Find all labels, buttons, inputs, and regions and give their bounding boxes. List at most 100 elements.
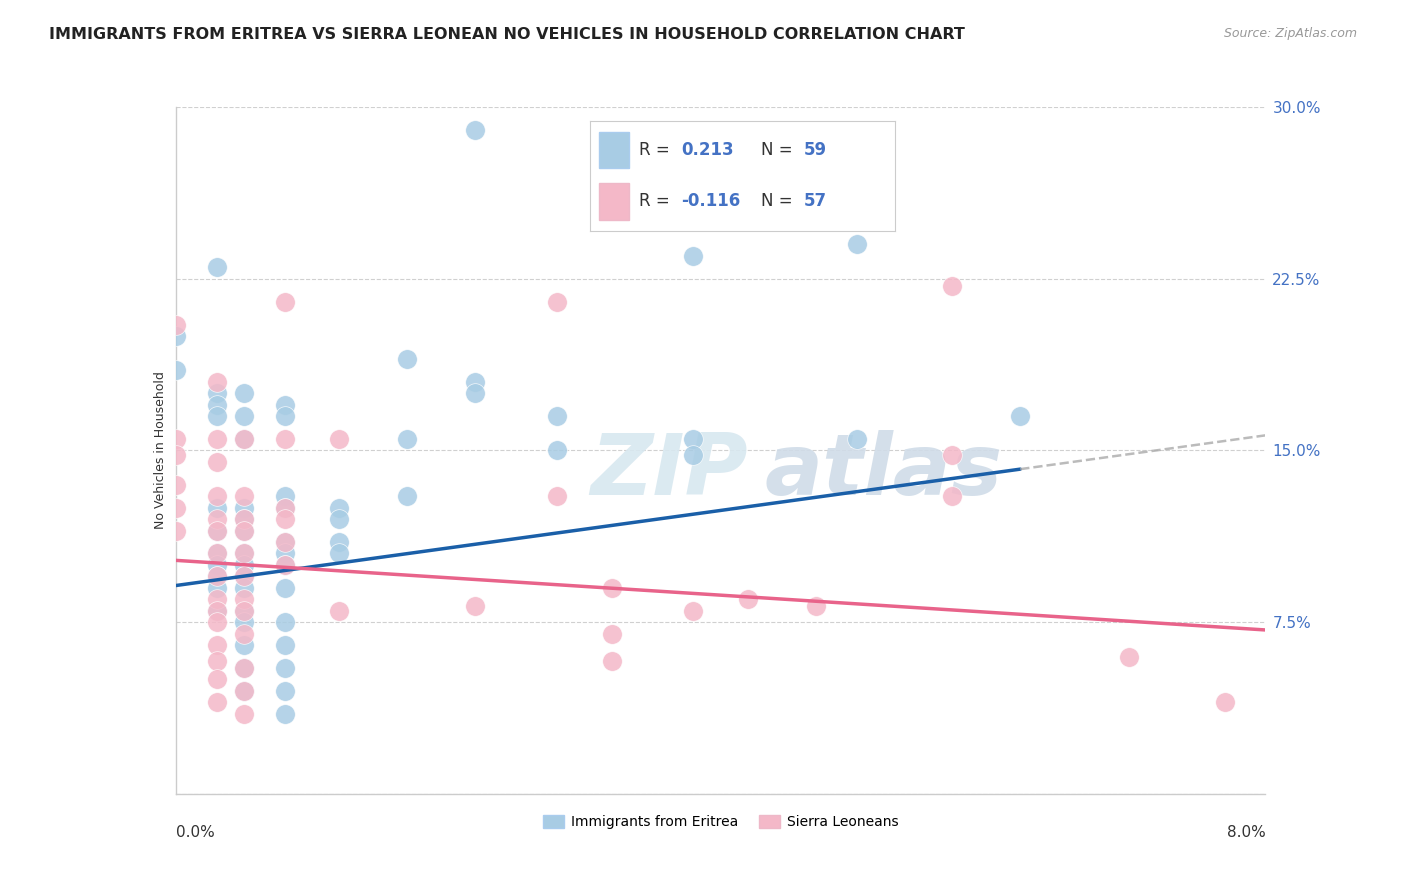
Point	[274, 500, 297, 515]
Point	[464, 375, 486, 389]
Point	[205, 524, 228, 538]
Point	[205, 558, 228, 572]
Point	[396, 432, 419, 446]
Point	[737, 592, 759, 607]
Point	[205, 455, 228, 469]
Legend: Immigrants from Eritrea, Sierra Leoneans: Immigrants from Eritrea, Sierra Leoneans	[537, 810, 904, 835]
Point	[274, 638, 297, 652]
Point	[232, 615, 254, 630]
Point	[205, 569, 228, 583]
Point	[1118, 649, 1140, 664]
Point	[328, 604, 350, 618]
Point	[274, 581, 297, 595]
Point	[274, 558, 297, 572]
Point	[205, 375, 228, 389]
Point	[205, 546, 228, 561]
Point	[546, 489, 568, 503]
Point	[205, 546, 228, 561]
Point	[165, 448, 187, 462]
Point	[232, 569, 254, 583]
Point	[845, 432, 868, 446]
Point	[232, 661, 254, 675]
Point	[165, 318, 187, 332]
Point	[274, 512, 297, 526]
Point	[232, 604, 254, 618]
Point	[205, 604, 228, 618]
Point	[205, 638, 228, 652]
Point	[941, 448, 963, 462]
Point	[165, 363, 187, 377]
Point	[165, 432, 187, 446]
Point	[205, 432, 228, 446]
Point	[232, 524, 254, 538]
Point	[205, 695, 228, 709]
Point	[205, 673, 228, 687]
Point	[232, 386, 254, 401]
Point	[205, 260, 228, 275]
Point	[232, 626, 254, 640]
Point	[232, 546, 254, 561]
Point	[396, 489, 419, 503]
Point	[845, 237, 868, 252]
Point	[232, 638, 254, 652]
Point	[328, 546, 350, 561]
Point	[274, 558, 297, 572]
Point	[600, 654, 623, 668]
Text: IMMIGRANTS FROM ERITREA VS SIERRA LEONEAN NO VEHICLES IN HOUSEHOLD CORRELATION C: IMMIGRANTS FROM ERITREA VS SIERRA LEONEA…	[49, 27, 965, 42]
Point	[232, 432, 254, 446]
Point	[232, 706, 254, 721]
Point	[232, 581, 254, 595]
Text: Source: ZipAtlas.com: Source: ZipAtlas.com	[1223, 27, 1357, 40]
Point	[165, 329, 187, 343]
Point	[682, 604, 704, 618]
Point	[464, 599, 486, 614]
Point	[804, 599, 827, 614]
Point	[232, 489, 254, 503]
Point	[1213, 695, 1236, 709]
Point	[232, 661, 254, 675]
Point	[205, 581, 228, 595]
Point	[205, 398, 228, 412]
Point	[232, 604, 254, 618]
Text: 0.0%: 0.0%	[176, 825, 215, 839]
Point	[546, 443, 568, 458]
Point	[464, 123, 486, 137]
Point	[232, 683, 254, 698]
Point	[274, 661, 297, 675]
Point	[205, 524, 228, 538]
Text: atlas: atlas	[765, 430, 1002, 513]
Point	[328, 535, 350, 549]
Point	[274, 546, 297, 561]
Point	[600, 626, 623, 640]
Point	[274, 489, 297, 503]
Point	[274, 615, 297, 630]
Point	[682, 249, 704, 263]
Point	[165, 524, 187, 538]
Point	[232, 569, 254, 583]
Y-axis label: No Vehicles in Household: No Vehicles in Household	[155, 372, 167, 529]
Point	[165, 478, 187, 492]
Point	[232, 432, 254, 446]
Point	[1010, 409, 1032, 424]
Point	[205, 500, 228, 515]
Point	[328, 512, 350, 526]
Point	[205, 592, 228, 607]
Point	[941, 489, 963, 503]
Point	[232, 546, 254, 561]
Point	[328, 500, 350, 515]
Point	[600, 581, 623, 595]
Point	[205, 615, 228, 630]
Point	[205, 386, 228, 401]
Text: ZIP: ZIP	[591, 430, 748, 513]
Point	[274, 683, 297, 698]
Point	[232, 592, 254, 607]
Point	[682, 432, 704, 446]
Point	[205, 604, 228, 618]
Point	[328, 432, 350, 446]
Point	[232, 409, 254, 424]
Point	[274, 432, 297, 446]
Point	[232, 500, 254, 515]
Point	[205, 654, 228, 668]
Text: 8.0%: 8.0%	[1226, 825, 1265, 839]
Point	[546, 409, 568, 424]
